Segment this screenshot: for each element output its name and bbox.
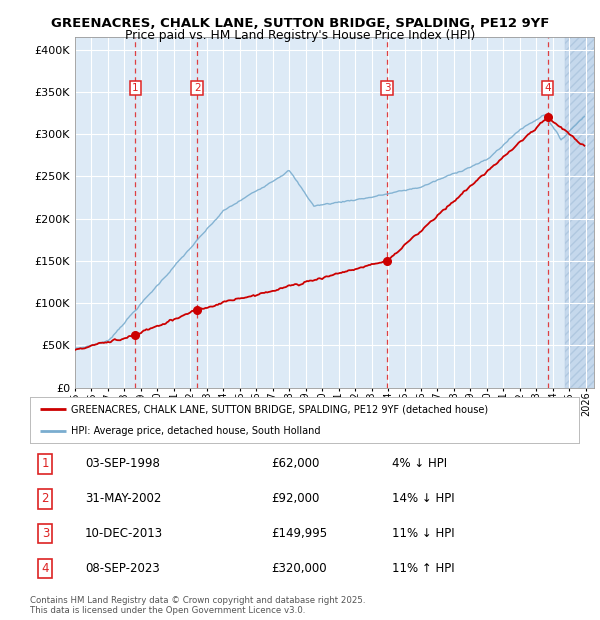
Text: 2: 2 (194, 83, 200, 93)
Text: 4: 4 (41, 562, 49, 575)
Text: HPI: Average price, detached house, South Holland: HPI: Average price, detached house, Sout… (71, 426, 320, 436)
Text: 4% ↓ HPI: 4% ↓ HPI (392, 458, 448, 471)
Text: Price paid vs. HM Land Registry's House Price Index (HPI): Price paid vs. HM Land Registry's House … (125, 29, 475, 42)
Text: 11% ↑ HPI: 11% ↑ HPI (392, 562, 455, 575)
Text: 4: 4 (544, 83, 551, 93)
Text: 3: 3 (384, 83, 391, 93)
Text: GREENACRES, CHALK LANE, SUTTON BRIDGE, SPALDING, PE12 9YF (detached house): GREENACRES, CHALK LANE, SUTTON BRIDGE, S… (71, 404, 488, 414)
Text: Contains HM Land Registry data © Crown copyright and database right 2025.
This d: Contains HM Land Registry data © Crown c… (30, 596, 365, 615)
Text: £92,000: £92,000 (272, 492, 320, 505)
Text: 3: 3 (41, 527, 49, 540)
Text: £149,995: £149,995 (272, 527, 328, 540)
Text: 1: 1 (132, 83, 139, 93)
Text: GREENACRES, CHALK LANE, SUTTON BRIDGE, SPALDING, PE12 9YF: GREENACRES, CHALK LANE, SUTTON BRIDGE, S… (51, 17, 549, 30)
Text: 11% ↓ HPI: 11% ↓ HPI (392, 527, 455, 540)
Text: 2: 2 (41, 492, 49, 505)
Text: 10-DEC-2013: 10-DEC-2013 (85, 527, 163, 540)
Text: 31-MAY-2002: 31-MAY-2002 (85, 492, 161, 505)
Text: £62,000: £62,000 (272, 458, 320, 471)
Text: 08-SEP-2023: 08-SEP-2023 (85, 562, 160, 575)
Text: 1: 1 (41, 458, 49, 471)
Text: 14% ↓ HPI: 14% ↓ HPI (392, 492, 455, 505)
Bar (565, 37, 600, 387)
Text: £320,000: £320,000 (272, 562, 327, 575)
Text: 03-SEP-1998: 03-SEP-1998 (85, 458, 160, 471)
